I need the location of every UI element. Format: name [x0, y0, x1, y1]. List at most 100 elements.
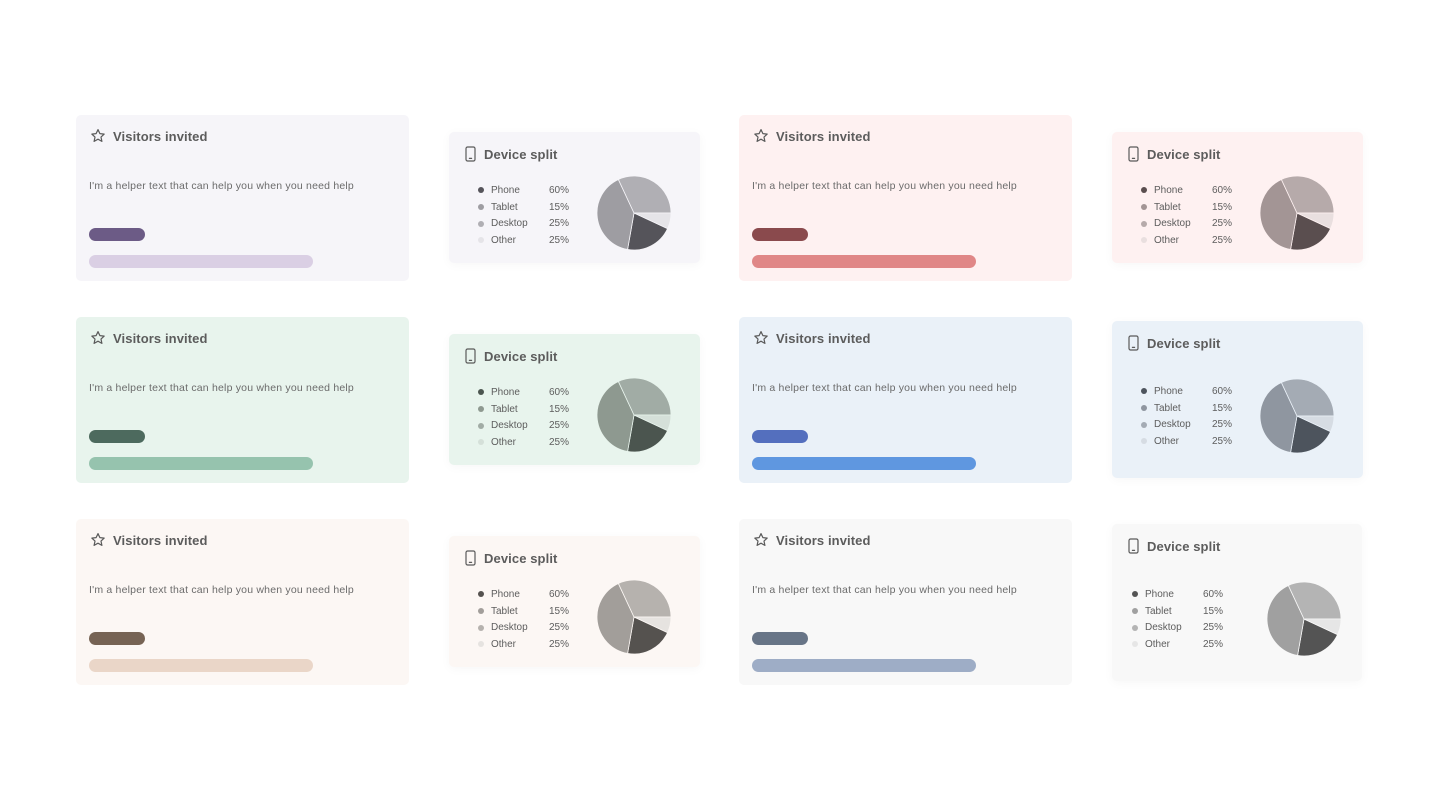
phone-icon: [465, 550, 476, 566]
legend-value: 60%: [549, 184, 570, 196]
legend-value: 60%: [1212, 385, 1233, 397]
legend-label: Phone: [1154, 385, 1183, 397]
legend-label: Other: [1145, 638, 1171, 650]
legend-dot: [1141, 438, 1147, 445]
device-pie-chart: [596, 579, 672, 655]
helper-text: I'm a helper text that can help you when…: [89, 180, 354, 192]
device-pie-chart: [1259, 378, 1335, 454]
pie-slice-mid: [596, 380, 635, 452]
pie-slice-mid: [1259, 381, 1298, 453]
card-header: Visitors invited: [90, 330, 208, 346]
legend-label: Tablet: [491, 201, 518, 213]
legend-value: 60%: [1212, 184, 1233, 196]
pie-slice-pale: [633, 616, 672, 634]
star-icon: [754, 533, 768, 546]
device-pie-chart: [1266, 581, 1342, 657]
device-split-card: Device split Phone 60% Tablet 15% Deskto…: [1112, 524, 1362, 681]
legend: Phone 60% Tablet 15% Desktop 25% Other 2…: [1132, 586, 1233, 653]
legend: Phone 60% Tablet 15% Desktop 25% Other 2…: [1141, 383, 1242, 450]
card-header: Device split: [464, 146, 557, 162]
progress-bar-short: [752, 430, 808, 443]
device-pie-chart: [596, 175, 672, 251]
legend-item: Other 25%: [478, 232, 579, 249]
legend-item: Phone 60%: [478, 384, 579, 401]
legend-value: 25%: [549, 436, 570, 448]
legend-label: Desktop: [491, 622, 528, 634]
pie-slice-dark: [627, 212, 669, 251]
card-title: Device split: [484, 146, 558, 162]
card-title: Visitors invited: [113, 128, 208, 144]
visitors-invited-card: Visitors invited I'm a helper text that …: [76, 317, 409, 483]
progress-bar-long: [752, 659, 976, 672]
legend-value: 25%: [549, 420, 570, 432]
card-header: Device split: [464, 348, 557, 364]
card-header: Visitors invited: [753, 330, 871, 346]
pie-slice-light: [1280, 175, 1335, 214]
legend-dot: [478, 439, 484, 446]
card-title: Visitors invited: [113, 330, 208, 346]
legend-dot: [478, 422, 484, 429]
pie-slice-pale: [1303, 618, 1342, 636]
legend-dot: [478, 406, 484, 413]
phone-icon: [465, 146, 476, 162]
legend: Phone 60% Tablet 15% Desktop 25% Other 2…: [1141, 182, 1242, 249]
star-icon: [91, 331, 105, 344]
card-title: Device split: [484, 348, 558, 364]
legend-value: 25%: [1203, 622, 1224, 634]
device-pie-chart: [1259, 175, 1335, 251]
card-title: Device split: [484, 550, 558, 566]
legend-label: Other: [1154, 435, 1180, 447]
pie-slice-light: [617, 579, 672, 618]
legend-item: Other 25%: [1141, 433, 1242, 450]
legend-label: Tablet: [491, 403, 518, 415]
progress-bar-short: [752, 632, 808, 645]
card-title: Visitors invited: [776, 128, 871, 144]
legend-dot: [1141, 187, 1147, 194]
pie-slice-light: [1287, 581, 1342, 620]
legend-item: Tablet 15%: [478, 603, 579, 620]
legend-dot: [1141, 405, 1147, 412]
legend-item: Phone 60%: [1132, 586, 1233, 603]
device-split-card: Device split Phone 60% Tablet 15% Deskto…: [1112, 132, 1363, 263]
legend-item: Desktop 25%: [478, 215, 579, 232]
legend-item: Other 25%: [1141, 232, 1242, 249]
legend-dot: [478, 608, 484, 615]
card-title: Device split: [1147, 335, 1221, 351]
legend-label: Phone: [491, 184, 520, 196]
device-split-card: Device split Phone 60% Tablet 15% Deskto…: [449, 132, 700, 263]
legend-value: 25%: [1203, 638, 1224, 650]
progress-bar-long: [752, 255, 976, 268]
pie-slice-light: [617, 377, 672, 416]
legend-dot: [1141, 237, 1147, 244]
legend-dot: [1132, 608, 1138, 615]
legend-dot: [1132, 591, 1138, 598]
legend-dot: [478, 237, 484, 244]
card-title: Device split: [1147, 146, 1221, 162]
visitors-invited-card: Visitors invited I'm a helper text that …: [76, 519, 409, 685]
legend-dot: [478, 187, 484, 194]
pie-slice-dark: [627, 616, 669, 655]
legend-value: 15%: [1212, 402, 1233, 414]
card-header: Device split: [1127, 538, 1220, 554]
progress-bar-long: [752, 457, 976, 470]
helper-text: I'm a helper text that can help you when…: [89, 584, 354, 596]
card-header: Device split: [464, 550, 557, 566]
legend-label: Desktop: [491, 420, 528, 432]
pie-slice-pale: [1296, 415, 1335, 433]
legend-item: Tablet 15%: [1141, 400, 1242, 417]
legend-item: Other 25%: [478, 636, 579, 653]
legend-label: Tablet: [491, 605, 518, 617]
card-header: Visitors invited: [90, 128, 208, 144]
legend-label: Tablet: [1154, 402, 1181, 414]
legend: Phone 60% Tablet 15% Desktop 25% Other 2…: [478, 182, 579, 249]
phone-icon: [465, 348, 476, 364]
phone-icon: [1128, 335, 1139, 351]
legend: Phone 60% Tablet 15% Desktop 25% Other 2…: [478, 384, 579, 451]
legend-value: 25%: [1212, 435, 1233, 447]
pie-slice-dark: [1297, 618, 1339, 657]
progress-bar-long: [89, 457, 313, 470]
legend-dot: [1132, 624, 1138, 631]
legend-item: Phone 60%: [1141, 182, 1242, 199]
legend-item: Phone 60%: [478, 182, 579, 199]
legend-item: Phone 60%: [478, 586, 579, 603]
